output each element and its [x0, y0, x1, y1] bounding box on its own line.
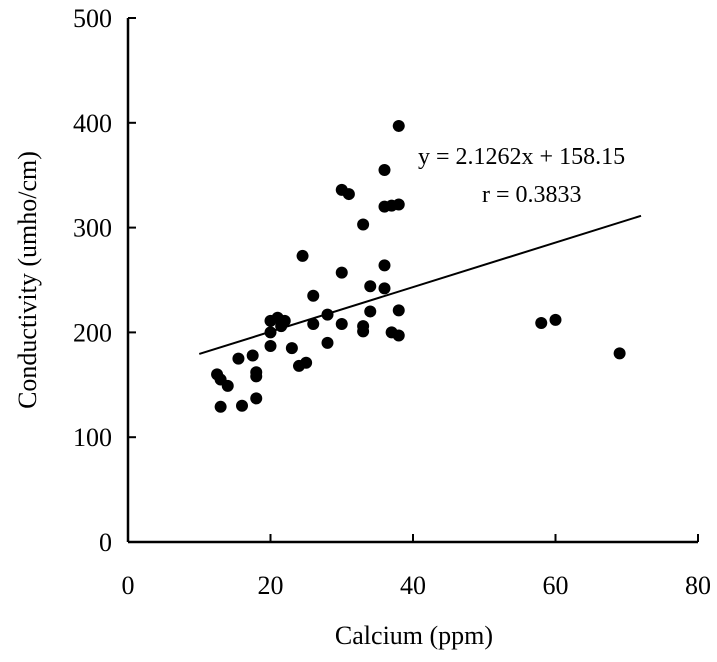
- data-point: [392, 198, 405, 211]
- data-point: [232, 352, 245, 365]
- x-tick-label: 40: [400, 571, 426, 600]
- x-tick-label: 80: [685, 571, 711, 600]
- equation-label: y = 2.1262x + 158.15: [418, 144, 625, 170]
- data-point: [264, 326, 277, 339]
- x-tick-label: 0: [122, 571, 135, 600]
- data-point: [214, 400, 227, 413]
- data-point: [335, 266, 348, 279]
- y-tick-label: 500: [73, 4, 112, 33]
- data-point: [250, 392, 263, 405]
- data-point: [321, 308, 334, 321]
- y-tick-label: 300: [73, 214, 112, 243]
- x-tick-label: 20: [258, 571, 284, 600]
- data-point: [392, 304, 405, 317]
- data-point: [364, 280, 377, 293]
- x-tick-label: 60: [543, 571, 569, 600]
- x-axis-title: Calcium (ppm): [335, 621, 493, 650]
- data-point: [246, 349, 259, 362]
- data-point: [613, 347, 626, 360]
- data-point: [236, 399, 248, 412]
- data-point: [307, 289, 320, 302]
- data-point: [357, 325, 370, 338]
- tick-labels: 0 100 200 300 400 500 0 20 40 60 80: [73, 4, 711, 600]
- data-point: [392, 329, 405, 342]
- y-tick-label: 200: [73, 318, 112, 347]
- data-point: [221, 379, 234, 392]
- data-point: [300, 356, 313, 369]
- data-points: [211, 119, 626, 413]
- data-point: [278, 314, 291, 327]
- y-axis-title: Conductivity (umho/cm): [13, 151, 42, 409]
- data-point: [535, 316, 548, 329]
- data-point: [342, 188, 355, 201]
- data-point: [378, 282, 391, 295]
- data-point: [296, 249, 309, 262]
- y-tick-label: 100: [73, 423, 112, 452]
- tick-marks: [127, 17, 699, 543]
- axes: [126, 18, 698, 544]
- data-point: [378, 163, 391, 176]
- data-point: [357, 218, 370, 231]
- data-point: [285, 342, 298, 355]
- data-point: [392, 119, 405, 132]
- r-value-label: r = 0.3833: [482, 182, 582, 208]
- y-tick-label: 0: [99, 528, 112, 557]
- y-tick-label: 400: [73, 109, 112, 138]
- data-point: [321, 336, 334, 349]
- data-point: [335, 318, 348, 331]
- data-point: [307, 318, 320, 331]
- data-point: [549, 313, 562, 326]
- data-point: [250, 370, 263, 383]
- data-point: [364, 305, 377, 318]
- data-point: [378, 259, 391, 272]
- data-point: [264, 340, 277, 353]
